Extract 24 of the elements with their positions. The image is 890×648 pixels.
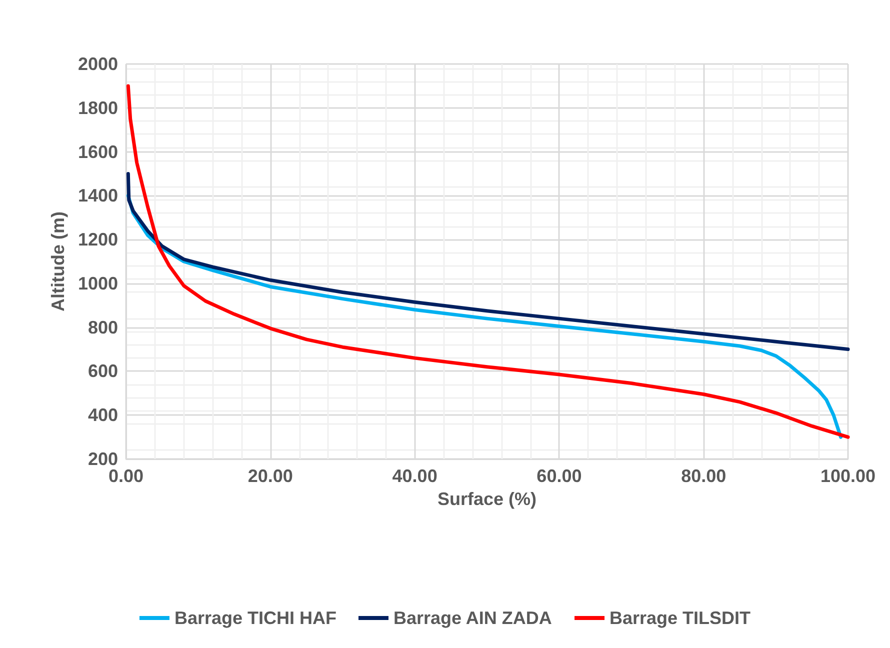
y-tick-label: 800: [88, 317, 118, 338]
legend-label: Barrage TICHI HAF: [174, 608, 336, 628]
x-axis-title: Surface (%): [437, 488, 537, 509]
y-tick-label: 2000: [78, 54, 118, 74]
legend-label: Barrage TILSDIT: [610, 608, 751, 628]
x-tick-label: 40.00: [392, 466, 438, 486]
x-tick-label: 20.00: [248, 466, 293, 486]
x-tick-label: 80.00: [681, 466, 726, 486]
y-axis-title: Altitude (m): [48, 212, 68, 312]
x-tick-label: 0.00: [108, 466, 144, 486]
y-tick-label: 1200: [78, 230, 118, 250]
line-series: [126, 194, 843, 439]
y-tick-label: 1400: [78, 186, 118, 206]
y-tick-label: 1000: [78, 273, 118, 294]
line-series: [126, 172, 850, 352]
y-tick-label: 1800: [78, 98, 118, 118]
x-tick-label: 100.00: [820, 466, 876, 486]
y-tick-label: 200: [88, 449, 118, 469]
line-series: [126, 84, 850, 439]
y-tick-label: 400: [88, 405, 118, 426]
legend-label: Barrage AIN ZADA: [393, 608, 552, 628]
y-tick-label: 1600: [78, 142, 118, 162]
y-tick-label: 600: [88, 361, 118, 382]
x-tick-label: 60.00: [536, 466, 582, 486]
